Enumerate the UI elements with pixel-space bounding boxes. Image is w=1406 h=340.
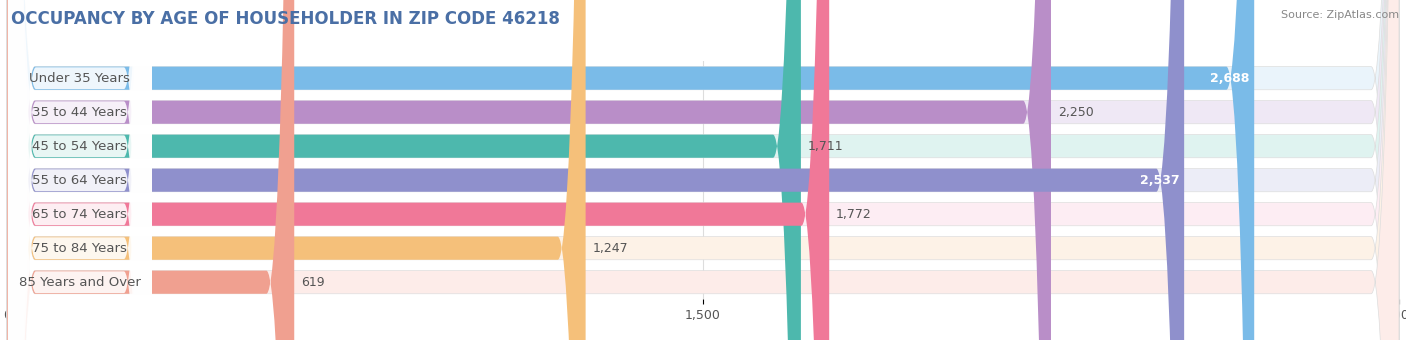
FancyBboxPatch shape <box>7 0 1399 340</box>
Text: 619: 619 <box>301 276 325 289</box>
FancyBboxPatch shape <box>8 0 152 340</box>
FancyBboxPatch shape <box>7 0 1050 340</box>
FancyBboxPatch shape <box>7 0 1399 340</box>
Text: 1,772: 1,772 <box>837 208 872 221</box>
FancyBboxPatch shape <box>7 0 1399 340</box>
Text: Under 35 Years: Under 35 Years <box>30 72 131 85</box>
Text: 2,250: 2,250 <box>1057 106 1094 119</box>
FancyBboxPatch shape <box>7 0 830 340</box>
Text: 45 to 54 Years: 45 to 54 Years <box>32 140 128 153</box>
FancyBboxPatch shape <box>8 0 152 340</box>
FancyBboxPatch shape <box>7 0 1254 340</box>
Text: 65 to 74 Years: 65 to 74 Years <box>32 208 128 221</box>
Text: Source: ZipAtlas.com: Source: ZipAtlas.com <box>1281 10 1399 20</box>
Text: 75 to 84 Years: 75 to 84 Years <box>32 242 128 255</box>
Text: 2,537: 2,537 <box>1140 174 1180 187</box>
Text: 1,247: 1,247 <box>592 242 628 255</box>
FancyBboxPatch shape <box>7 0 1399 340</box>
FancyBboxPatch shape <box>8 0 152 340</box>
FancyBboxPatch shape <box>7 0 586 340</box>
Text: OCCUPANCY BY AGE OF HOUSEHOLDER IN ZIP CODE 46218: OCCUPANCY BY AGE OF HOUSEHOLDER IN ZIP C… <box>11 10 560 28</box>
Text: 2,688: 2,688 <box>1211 72 1250 85</box>
FancyBboxPatch shape <box>8 0 152 340</box>
FancyBboxPatch shape <box>7 0 1399 340</box>
Text: 1,711: 1,711 <box>808 140 844 153</box>
FancyBboxPatch shape <box>7 0 294 340</box>
FancyBboxPatch shape <box>8 0 152 340</box>
Text: 55 to 64 Years: 55 to 64 Years <box>32 174 128 187</box>
Text: 35 to 44 Years: 35 to 44 Years <box>32 106 128 119</box>
FancyBboxPatch shape <box>8 0 152 340</box>
Text: 85 Years and Over: 85 Years and Over <box>18 276 141 289</box>
FancyBboxPatch shape <box>7 0 801 340</box>
FancyBboxPatch shape <box>7 0 1184 340</box>
FancyBboxPatch shape <box>8 0 152 340</box>
FancyBboxPatch shape <box>7 0 1399 340</box>
FancyBboxPatch shape <box>7 0 1399 340</box>
